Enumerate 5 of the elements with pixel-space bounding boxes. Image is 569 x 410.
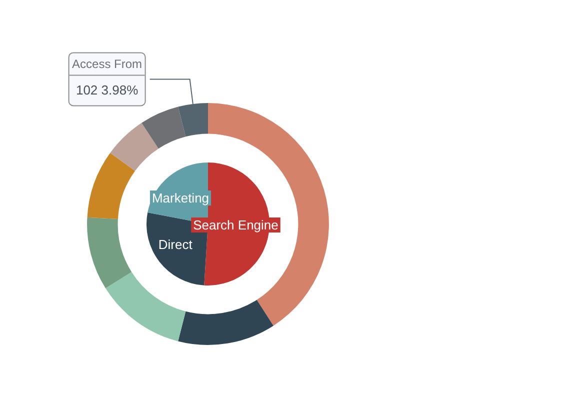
slice-label: Access From [72, 57, 142, 72]
slice-label: Search Engine [193, 218, 278, 233]
data-label: 102 3.98% [76, 82, 139, 98]
slice-label: Direct [158, 237, 193, 252]
slice-label: Marketing [152, 190, 210, 206]
